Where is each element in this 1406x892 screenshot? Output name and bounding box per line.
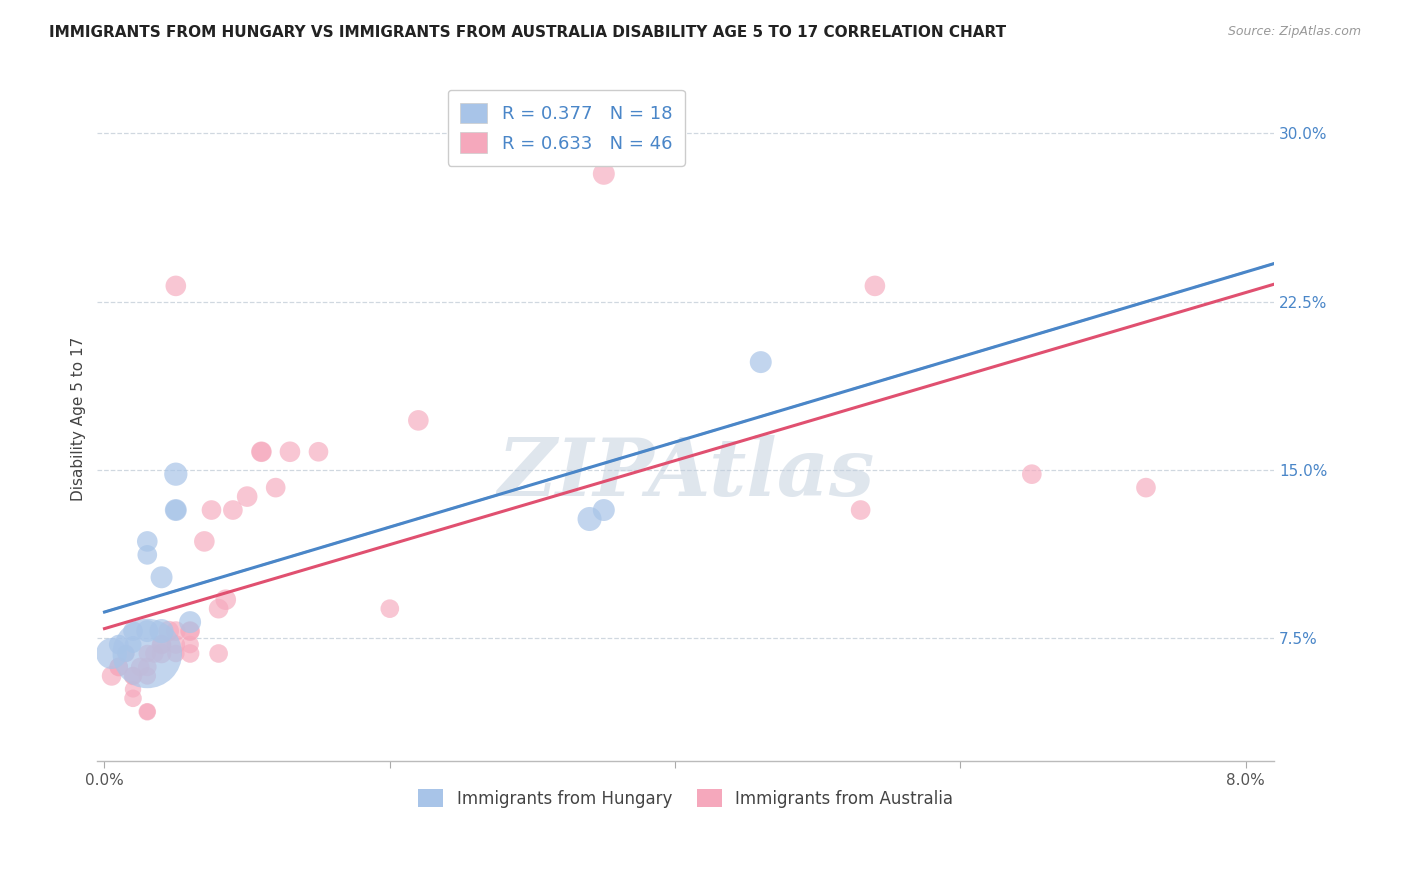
Point	[863, 279, 886, 293]
Legend: Immigrants from Hungary, Immigrants from Australia: Immigrants from Hungary, Immigrants from…	[412, 782, 960, 814]
Point	[150, 638, 173, 652]
Point	[179, 638, 201, 652]
Point	[150, 570, 173, 584]
Point	[207, 647, 229, 661]
Point	[165, 467, 187, 482]
Point	[264, 481, 287, 495]
Point	[207, 601, 229, 615]
Point	[122, 624, 145, 638]
Y-axis label: Disability Age 5 to 17: Disability Age 5 to 17	[72, 337, 86, 501]
Point	[278, 444, 301, 458]
Point	[136, 548, 159, 562]
Point	[215, 592, 238, 607]
Point	[179, 647, 201, 661]
Point	[165, 503, 187, 517]
Point	[179, 624, 201, 638]
Point	[122, 682, 145, 697]
Point	[165, 279, 187, 293]
Point	[165, 647, 187, 661]
Point	[136, 705, 159, 719]
Point	[308, 444, 330, 458]
Point	[115, 647, 138, 661]
Point	[378, 601, 401, 615]
Point	[749, 355, 772, 369]
Point	[165, 624, 187, 638]
Point	[136, 660, 159, 674]
Point	[136, 624, 159, 638]
Text: IMMIGRANTS FROM HUNGARY VS IMMIGRANTS FROM AUSTRALIA DISABILITY AGE 5 TO 17 CORR: IMMIGRANTS FROM HUNGARY VS IMMIGRANTS FR…	[49, 25, 1007, 40]
Point	[200, 503, 222, 517]
Point	[150, 638, 173, 652]
Point	[136, 669, 159, 683]
Point	[250, 444, 273, 458]
Point	[122, 669, 145, 683]
Text: Source: ZipAtlas.com: Source: ZipAtlas.com	[1227, 25, 1361, 38]
Point	[136, 705, 159, 719]
Point	[165, 638, 187, 652]
Point	[100, 669, 122, 683]
Point	[122, 638, 145, 652]
Point	[136, 647, 159, 661]
Point	[100, 647, 122, 661]
Point	[849, 503, 872, 517]
Point	[107, 660, 129, 674]
Point	[150, 624, 173, 638]
Point	[157, 624, 180, 638]
Point	[592, 167, 614, 181]
Point	[107, 660, 129, 674]
Point	[1021, 467, 1043, 482]
Text: ZIPAtlas: ZIPAtlas	[498, 435, 875, 513]
Point	[408, 413, 430, 427]
Point	[107, 638, 129, 652]
Point	[122, 691, 145, 706]
Point	[236, 490, 259, 504]
Point	[179, 624, 201, 638]
Point	[179, 615, 201, 629]
Point	[193, 534, 215, 549]
Point	[250, 444, 273, 458]
Point	[115, 647, 138, 661]
Point	[143, 647, 166, 661]
Point	[136, 647, 159, 661]
Point	[122, 669, 145, 683]
Point	[592, 503, 614, 517]
Point	[150, 647, 173, 661]
Point	[578, 512, 600, 526]
Point	[1135, 481, 1157, 495]
Point	[136, 534, 159, 549]
Point	[129, 660, 152, 674]
Point	[165, 503, 187, 517]
Point	[222, 503, 245, 517]
